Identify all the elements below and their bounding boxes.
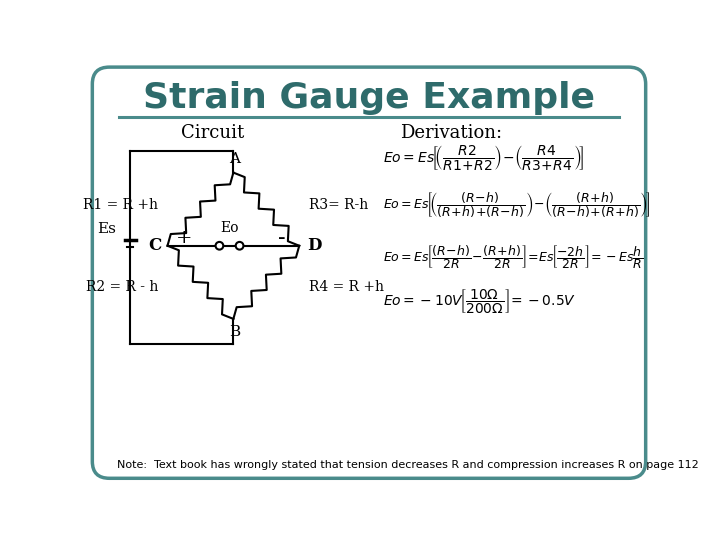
Text: R1 = R +h: R1 = R +h [84, 198, 158, 212]
Text: +: + [176, 229, 193, 247]
Text: D: D [307, 237, 322, 254]
Text: Eo: Eo [220, 221, 239, 235]
Text: Circuit: Circuit [181, 124, 245, 141]
Text: B: B [230, 325, 240, 339]
Text: Derivation:: Derivation: [400, 124, 502, 141]
Text: R2 = R - h: R2 = R - h [86, 280, 158, 294]
Text: A: A [230, 152, 240, 166]
Circle shape [235, 242, 243, 249]
FancyBboxPatch shape [92, 67, 646, 478]
Text: $Eo = Es\!\left[\!\left(\dfrac{(R\!-\!h)}{(R\!+\!h)\!+\!(R\!-\!h)}\right)\!-\!\l: $Eo = Es\!\left[\!\left(\dfrac{(R\!-\!h)… [383, 190, 651, 220]
Text: $Eo = Es\!\left[\dfrac{(R\!-\!h)}{2R}\!-\!\dfrac{(R\!+\!h)}{2R}\right]\!=\!Es\!\: $Eo = Es\!\left[\dfrac{(R\!-\!h)}{2R}\!-… [383, 244, 644, 271]
Text: -: - [279, 227, 286, 249]
Text: C: C [148, 237, 161, 254]
Text: Note:  Text book has wrongly stated that tension decreases R and compression inc: Note: Text book has wrongly stated that … [117, 460, 699, 470]
Text: Es: Es [97, 222, 117, 236]
Text: R3= R-h: R3= R-h [309, 198, 368, 212]
Circle shape [215, 242, 223, 249]
Text: Strain Gauge Example: Strain Gauge Example [143, 81, 595, 115]
Text: $Eo = Es\!\left[\!\left(\dfrac{R2}{R1\!+\!R2}\right)\!-\!\left(\dfrac{R4}{R3\!+\: $Eo = Es\!\left[\!\left(\dfrac{R2}{R1\!+… [383, 143, 585, 172]
Text: R4 = R +h: R4 = R +h [309, 280, 384, 294]
Text: $Eo = -10V\!\left[\dfrac{10\Omega}{200\Omega}\right]\!= -0.5V$: $Eo = -10V\!\left[\dfrac{10\Omega}{200\O… [383, 288, 576, 316]
